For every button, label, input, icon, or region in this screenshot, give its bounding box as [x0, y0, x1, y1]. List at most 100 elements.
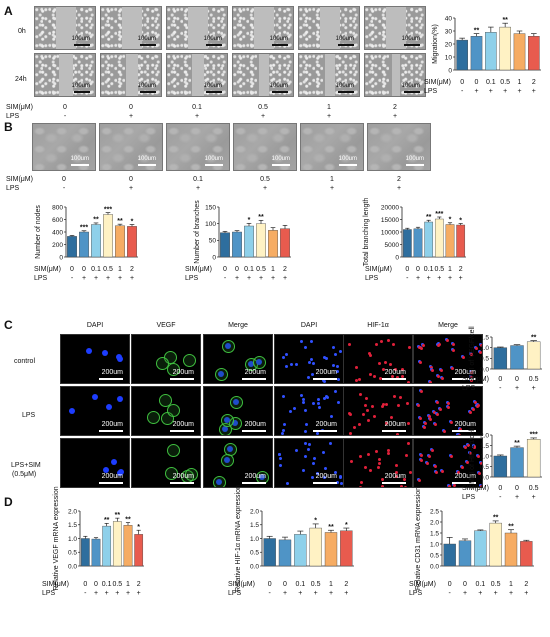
scale-bar-label: 200um: [384, 473, 406, 480]
sim-value: 0: [405, 266, 409, 273]
hif-signal: [366, 419, 370, 423]
nucleus: [304, 454, 308, 458]
hif-signal: [347, 411, 351, 415]
hif-signal: [428, 418, 432, 422]
hif-signal: [369, 468, 373, 472]
scale-bar-label: 200um: [101, 369, 123, 376]
lps-label: LPS: [365, 275, 379, 282]
hif-signal: [389, 416, 393, 420]
nucleus: [329, 441, 333, 445]
y-tick-label: 0.0: [480, 474, 489, 481]
significance-marker: **: [104, 517, 110, 524]
bar: [402, 229, 412, 258]
bar: [456, 224, 466, 258]
nucleus: [322, 355, 326, 359]
sim-value: 2: [344, 581, 348, 588]
scale-bar-label: 200um: [384, 369, 406, 376]
vegf-signal: [182, 353, 196, 367]
scale-bar: [170, 378, 194, 380]
nucleus: [325, 357, 329, 361]
lps-value: +: [106, 275, 110, 282]
tube-formation-image: 100um: [32, 123, 96, 171]
y-tick-label: 0: [395, 254, 399, 261]
nucleus: [334, 389, 338, 393]
scale-bar-label: 100um: [269, 83, 288, 89]
scale-bar-label: 100um: [271, 156, 290, 162]
bar: [458, 540, 472, 567]
scale-bar-label: 200um: [244, 421, 266, 428]
sim-value: 0.1: [244, 266, 254, 273]
sim-value: 0.5: [529, 485, 539, 492]
bar: [526, 341, 541, 370]
lps-value: -: [62, 185, 66, 192]
hif-signal: [446, 406, 450, 410]
scale-bar-label: 100um: [401, 83, 420, 89]
nucleus: [312, 456, 316, 460]
panel-label-b: B: [4, 120, 13, 134]
nucleus: [324, 395, 328, 399]
bar: [268, 230, 278, 258]
significance-marker: *: [459, 217, 462, 224]
hif-signal: [355, 366, 359, 370]
bar: [526, 439, 541, 478]
sim-value: 0.1: [475, 581, 485, 588]
vegf-signal: [184, 468, 198, 482]
hif-signal: [394, 367, 398, 371]
fluorescence-image-merge1: 200um: [203, 386, 273, 436]
hif-signal: [478, 350, 482, 354]
wound-image: 100um: [34, 6, 96, 50]
sim-value: 1: [329, 581, 333, 588]
sim-value: 2: [393, 104, 397, 111]
wound-gap: [125, 54, 139, 96]
hif-signal: [419, 361, 423, 365]
tube-formation-image: 100um: [99, 123, 163, 171]
scale-bar-label: 100um: [401, 36, 420, 42]
bar: [280, 228, 290, 258]
nucleus: [69, 407, 76, 414]
y-tick-label: 400: [52, 229, 63, 236]
hif-signal: [470, 352, 474, 356]
hif-signal: [386, 448, 390, 452]
bar: [485, 32, 497, 71]
y-tick-label: 2.0: [430, 519, 439, 526]
hif-signal: [395, 375, 399, 379]
hif-signal: [389, 362, 393, 366]
y-tick-label: 1.5: [480, 334, 489, 341]
hif-signal: [358, 485, 362, 487]
scale-bar-label: 200um: [172, 421, 194, 428]
y-tick-label: 100: [205, 221, 216, 228]
sim-value: 0.1: [102, 581, 112, 588]
nucleus: [300, 394, 304, 398]
nucleus: [336, 370, 340, 374]
lps-value: -: [461, 88, 464, 95]
row-label-0h: 0h: [18, 28, 26, 35]
significance-marker: **: [531, 334, 537, 341]
hif-signal: [467, 443, 471, 447]
sim-value: 0: [235, 266, 239, 273]
scale-bar: [242, 378, 266, 380]
lps-label-a: LPS: [6, 113, 20, 120]
y-tick-label: 20000: [381, 204, 399, 211]
nucleus: [117, 355, 124, 362]
hif-signal: [459, 427, 463, 431]
hif-signal: [396, 432, 400, 435]
vegf-signal: [221, 339, 235, 353]
hif-signal: [377, 457, 381, 461]
nucleus: [278, 453, 282, 457]
nucleus: [315, 431, 319, 435]
hif-signal: [376, 466, 380, 470]
fluorescence-image-hif: 200um: [343, 386, 413, 436]
y-axis-label: Number of nodes: [35, 205, 42, 259]
nucleus: [103, 466, 110, 473]
lps-value: +: [262, 185, 268, 192]
y-tick-label: 1.0: [250, 536, 259, 543]
scale-bar-label: 100um: [405, 156, 424, 162]
wound-gap: [122, 7, 142, 49]
wound-image: 100um: [100, 53, 162, 97]
scale-bar-label: 200um: [315, 421, 337, 428]
hif-signal: [401, 368, 404, 372]
y-axis-label: Migration(%): [432, 24, 439, 64]
lps-value: +: [194, 113, 200, 120]
nucleus: [337, 377, 341, 381]
hif-signal: [441, 469, 445, 473]
